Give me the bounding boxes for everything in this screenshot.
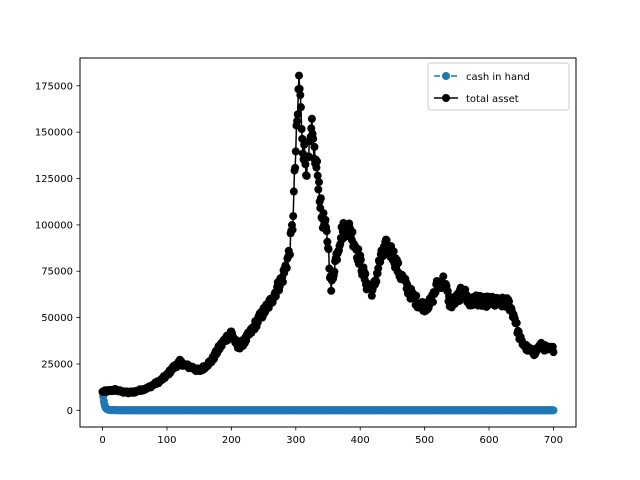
data-point bbox=[512, 318, 521, 327]
data-point bbox=[310, 142, 319, 151]
data-point bbox=[291, 147, 300, 156]
data-point bbox=[282, 264, 291, 272]
data-point bbox=[293, 110, 302, 119]
data-point bbox=[316, 194, 325, 203]
x-tick-label: 0 bbox=[99, 435, 105, 446]
data-point bbox=[291, 163, 300, 172]
data-point bbox=[505, 297, 514, 306]
x-tick-label: 200 bbox=[222, 435, 241, 446]
y-tick-label: 175000 bbox=[35, 81, 73, 92]
data-point bbox=[322, 227, 331, 236]
data-point bbox=[295, 84, 304, 93]
data-point bbox=[354, 245, 363, 254]
legend-box bbox=[427, 62, 570, 111]
data-point bbox=[297, 125, 306, 134]
data-point bbox=[348, 228, 357, 236]
data-point bbox=[374, 264, 383, 273]
legend-label: total asset bbox=[466, 94, 519, 105]
data-point bbox=[278, 277, 287, 286]
data-point bbox=[313, 171, 322, 180]
x-tick-label: 600 bbox=[479, 435, 498, 446]
y-tick-label: 0 bbox=[67, 406, 73, 417]
data-point bbox=[288, 225, 297, 234]
data-point bbox=[314, 185, 323, 194]
data-point bbox=[394, 258, 403, 267]
data-point bbox=[285, 250, 294, 259]
legend: cash in hand total asset bbox=[427, 62, 570, 111]
legend-marker bbox=[442, 72, 450, 80]
data-point bbox=[314, 178, 323, 187]
data-point bbox=[330, 267, 339, 276]
data-point bbox=[333, 255, 342, 264]
series-total-asset bbox=[98, 71, 558, 398]
legend-item: total asset bbox=[434, 94, 519, 105]
data-point bbox=[356, 255, 365, 264]
data-point bbox=[289, 187, 298, 196]
data-point bbox=[372, 277, 381, 286]
legend-item: cash in hand bbox=[434, 72, 530, 83]
x-tick-label: 700 bbox=[544, 435, 563, 446]
data-point bbox=[549, 348, 558, 357]
data-point bbox=[389, 247, 398, 256]
y-tick-label: 125000 bbox=[35, 174, 73, 185]
data-point bbox=[324, 245, 333, 254]
data-point bbox=[321, 215, 330, 224]
x-tick-label: 100 bbox=[157, 435, 176, 446]
y-tick-label: 50000 bbox=[41, 313, 73, 324]
data-point bbox=[361, 269, 370, 278]
axes: 0 100 200 300 400 500 600 700 0 25000 50000 75000 10… bbox=[35, 81, 563, 446]
data-point bbox=[439, 272, 448, 281]
data-point bbox=[319, 209, 328, 218]
y-tick-label: 25000 bbox=[41, 359, 73, 370]
data-point bbox=[296, 91, 305, 100]
data-point bbox=[429, 298, 437, 307]
y-tick-label: 100000 bbox=[35, 220, 73, 231]
x-tick-label: 500 bbox=[415, 435, 434, 446]
data-point bbox=[313, 157, 322, 166]
data-point bbox=[289, 212, 298, 221]
data-point bbox=[301, 160, 310, 169]
legend-marker bbox=[442, 94, 450, 102]
data-point bbox=[549, 406, 558, 415]
data-point bbox=[302, 171, 311, 180]
data-point bbox=[455, 296, 464, 305]
data-point bbox=[412, 291, 421, 300]
data-point bbox=[307, 114, 316, 123]
data-point bbox=[296, 103, 305, 112]
series-cash-in-hand bbox=[98, 387, 558, 415]
x-tick-label: 300 bbox=[286, 435, 305, 446]
data-point bbox=[293, 117, 302, 126]
data-point bbox=[295, 71, 304, 80]
data-point bbox=[327, 286, 336, 295]
plot-area bbox=[98, 71, 558, 415]
data-point bbox=[309, 134, 318, 143]
plot-frame bbox=[79, 57, 577, 428]
x-tick-label: 400 bbox=[351, 435, 370, 446]
y-tick-label: 150000 bbox=[35, 128, 73, 139]
legend-label: cash in hand bbox=[466, 72, 530, 83]
y-tick-label: 75000 bbox=[41, 267, 73, 278]
data-point bbox=[312, 163, 321, 172]
data-point bbox=[323, 237, 332, 246]
